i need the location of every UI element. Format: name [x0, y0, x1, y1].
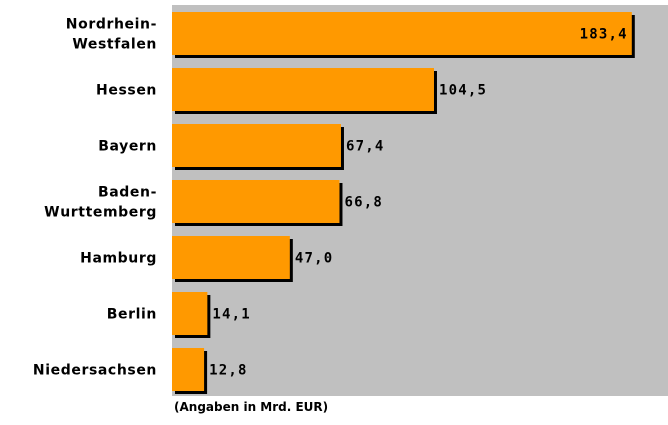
bars — [172, 12, 635, 394]
unit-note: (Angaben in Mrd. EUR) — [174, 400, 329, 414]
bar — [172, 124, 341, 167]
value-label: 183,4 — [580, 27, 628, 43]
category-label-line: Hamburg — [80, 251, 157, 267]
category-label-line: Berlin — [107, 307, 157, 323]
category-label: Niedersachsen — [33, 363, 157, 379]
category-label: Baden- Wurttemberg — [44, 185, 157, 221]
value-label: 12,8 — [209, 363, 248, 379]
category-labels: Nordrhein- Westfalen Hessen Bayern Baden- Wur… — [33, 17, 157, 379]
bar — [172, 180, 340, 223]
value-labels: 183,4 104,5 67,4 66,8 47,0 14,1 12,8 — [209, 27, 628, 379]
bar — [172, 348, 205, 391]
category-label: Nordrhein- Westfalen — [66, 17, 157, 53]
value-label: 66,8 — [344, 195, 383, 211]
bar — [172, 236, 290, 279]
value-label: 67,4 — [346, 139, 385, 155]
category-label-line: Hessen — [96, 83, 157, 99]
category-label: Hessen — [96, 83, 157, 99]
value-label: 104,5 — [439, 83, 487, 99]
category-label-line: Baden- — [98, 185, 157, 201]
value-label: 47,0 — [295, 251, 334, 267]
category-label: Bayern — [98, 139, 157, 155]
category-label-line: Bayern — [98, 139, 157, 155]
value-label: 14,1 — [212, 307, 251, 323]
category-label-line: Nordrhein- — [66, 17, 157, 33]
category-label-line: Niedersachsen — [33, 363, 157, 379]
bar — [172, 12, 632, 55]
bar — [172, 68, 434, 111]
bar — [172, 292, 208, 335]
category-label: Berlin — [107, 307, 157, 323]
category-label-line: Wurttemberg — [44, 205, 157, 221]
category-label: Hamburg — [80, 251, 157, 267]
category-label-line: Westfalen — [72, 37, 157, 53]
